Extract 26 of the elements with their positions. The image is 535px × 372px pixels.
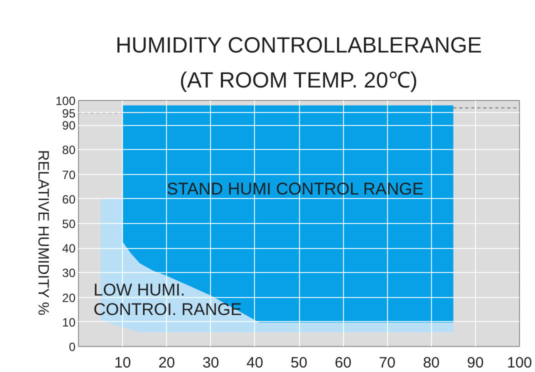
x-tick-label: 60	[334, 354, 352, 372]
y-tick-label: 30	[62, 266, 76, 280]
y-tick-label: 10	[62, 315, 76, 330]
x-tick-label: 30	[202, 354, 220, 372]
x-tick-label: 90	[467, 354, 484, 372]
x-tick-label: 80	[422, 354, 440, 372]
chart-subtitle: (AT ROOM TEMP. 20℃)	[180, 68, 418, 92]
x-tick-label: 50	[290, 354, 308, 372]
y-tick-label: 70	[62, 168, 76, 182]
annotation: LOW HUMI. CONTROI. RANGE	[93, 280, 242, 320]
x-tick-label: 70	[378, 354, 396, 372]
x-tick-label: 10	[114, 354, 131, 372]
y-axis-title: RELATIVE HUMIDITY %	[33, 150, 52, 316]
x-tick-label: 40	[246, 354, 264, 372]
y-tick-label: 40	[62, 242, 76, 256]
y-tick-label: 60	[62, 192, 76, 206]
x-tick-label: 100	[506, 354, 532, 372]
y-tick-label: 80	[62, 143, 76, 158]
chart-title: HUMIDITY CONTROLLABLERANGE	[116, 32, 482, 58]
y-tick-label: 50	[62, 217, 76, 231]
y-tick-label: 20	[62, 290, 76, 305]
y-tick-label: 90	[62, 118, 76, 133]
y-tick-label: 95	[62, 106, 76, 120]
y-tick-label: 0	[68, 340, 76, 354]
x-tick-label: 20	[158, 354, 176, 372]
y-tick-label: 100	[55, 94, 76, 108]
